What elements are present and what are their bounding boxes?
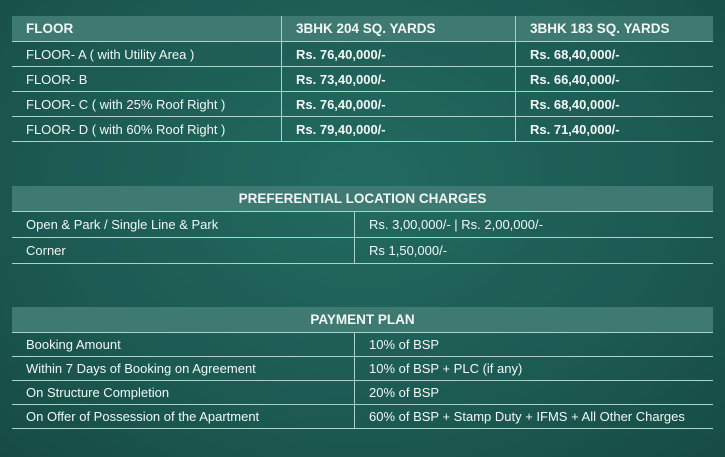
plc-value: Rs 1,50,000/- xyxy=(354,237,713,264)
table-row: FLOOR- B Rs. 73,40,000/- Rs. 66,40,000/- xyxy=(12,66,713,92)
price-204: Rs. 76,40,000/- xyxy=(281,91,516,117)
table-row: FLOOR- C ( with 25% Roof Right ) Rs. 76,… xyxy=(12,91,713,117)
floor-label: FLOOR- B xyxy=(26,71,88,87)
price-204: Rs. 79,40,000/- xyxy=(281,116,516,142)
payment-plan-table: PAYMENT PLAN Booking Amount 10% of BSP W… xyxy=(12,307,713,429)
payment-amount: 10% of BSP + PLC (if any) xyxy=(354,356,713,381)
plc-title: PREFERENTIAL LOCATION CHARGES xyxy=(12,186,713,212)
table-header-row: PAYMENT PLAN xyxy=(12,307,713,333)
price-183: Rs. 71,40,000/- xyxy=(515,116,713,142)
floor-label: FLOOR- D ( with 60% Roof Right ) xyxy=(26,121,226,137)
table-row: Corner Rs 1,50,000/- xyxy=(12,237,713,264)
payment-amount: 20% of BSP xyxy=(354,380,713,405)
floor-label: FLOOR- A ( with Utility Area ) xyxy=(26,46,195,62)
payment-stage: Within 7 Days of Booking on Agreement xyxy=(26,361,256,376)
price-183: Rs. 66,40,000/- xyxy=(515,66,713,92)
plc-value: Rs. 3,00,000/- | Rs. 2,00,000/- xyxy=(354,211,713,238)
payment-stage: Booking Amount xyxy=(26,337,121,352)
price-183: Rs. 68,40,000/- xyxy=(515,91,713,117)
price-183: Rs. 68,40,000/- xyxy=(515,41,713,67)
table-header-row: FLOOR 3BHK 204 SQ. YARDS 3BHK 183 SQ. YA… xyxy=(12,16,713,42)
floor-label: FLOOR- C ( with 25% Roof Right ) xyxy=(26,96,226,112)
plc-label: Corner xyxy=(26,243,66,258)
payment-title: PAYMENT PLAN xyxy=(12,307,713,333)
table-row: Booking Amount 10% of BSP xyxy=(12,332,713,357)
payment-stage: On Structure Completion xyxy=(26,385,170,400)
payment-stage: On Offer of Possession of the Apartment xyxy=(26,409,260,424)
payment-amount: 60% of BSP + Stamp Duty + IFMS + All Oth… xyxy=(354,404,713,429)
plc-label: Open & Park / Single Line & Park xyxy=(26,217,219,232)
header-183: 3BHK 183 SQ. YARDS xyxy=(515,16,713,42)
header-204: 3BHK 204 SQ. YARDS xyxy=(281,16,516,42)
table-row: Open & Park / Single Line & Park Rs. 3,0… xyxy=(12,211,713,238)
table-header-row: PREFERENTIAL LOCATION CHARGES xyxy=(12,186,713,212)
plc-table: PREFERENTIAL LOCATION CHARGES Open & Par… xyxy=(12,186,713,264)
table-row: FLOOR- D ( with 60% Roof Right ) Rs. 79,… xyxy=(12,116,713,142)
floor-price-table: FLOOR 3BHK 204 SQ. YARDS 3BHK 183 SQ. YA… xyxy=(12,16,713,142)
price-204: Rs. 73,40,000/- xyxy=(281,66,516,92)
table-row: On Offer of Possession of the Apartment … xyxy=(12,404,713,429)
table-row: On Structure Completion 20% of BSP xyxy=(12,380,713,405)
payment-amount: 10% of BSP xyxy=(354,332,713,357)
table-row: Within 7 Days of Booking on Agreement 10… xyxy=(12,356,713,381)
header-floor: FLOOR xyxy=(12,16,282,42)
price-204: Rs. 76,40,000/- xyxy=(281,41,516,67)
table-row: FLOOR- A ( with Utility Area ) Rs. 76,40… xyxy=(12,41,713,67)
